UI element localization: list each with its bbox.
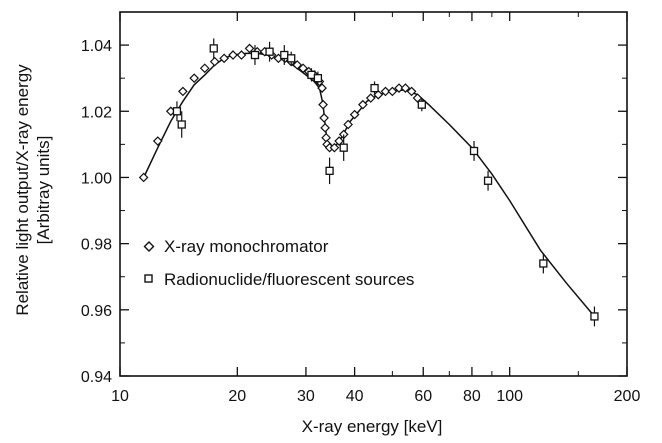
x-tick-label: 200 [614,388,641,405]
plot-frame-layer [119,11,628,377]
monochromator-point [380,86,391,97]
monochromator-point [358,99,368,110]
monochromator-point [349,109,360,120]
legend-square-marker [144,274,153,283]
x-tick-label: 10 [111,388,129,405]
monochromator-point [318,99,328,110]
x-tick-label: 20 [228,388,246,405]
radionuclide-point [339,143,348,152]
monochromator-point [387,86,398,97]
legend: X-ray monochromator Radionuclide/fluores… [143,237,414,289]
y-axis-label: Relative light output/X-ray energy [13,64,32,316]
x-tick-label: 60 [414,388,432,405]
x-tick-label: 100 [496,388,523,405]
radionuclide-point [209,44,218,53]
radionuclide-point [370,83,379,93]
radionuclide-point [325,166,334,175]
x-tick-label: 30 [297,388,315,405]
monochromator-point [244,43,255,54]
radionuclide-point [417,100,426,109]
y-tick-label: 1.02 [81,104,112,121]
legend-item-radionuclide: Radionuclide/fluorescent sources [144,270,414,289]
y-axis-units-label: [Arbitray units] [34,136,53,245]
monochromator-point [189,73,200,84]
x-tick-label: 40 [346,388,364,405]
radionuclide-point [172,107,182,116]
radionuclide-point [483,176,493,185]
monochromator-point [334,136,344,146]
radionuclide-point [177,120,186,129]
monochromator-point [292,60,303,70]
radionuclide-point [287,54,296,63]
axis-ticks-layer: 10 20 30 40 60 80 100 200 0.94 0.96 0.98 1.00 1.02 1.… [81,12,641,405]
plot-area-border [119,11,628,377]
radionuclide-point [469,146,479,156]
monochromator-point [236,50,247,60]
radionuclide-point [280,50,289,60]
monochromator-point [365,93,376,103]
radionuclide-point [265,47,274,56]
y-tick-label: 0.98 [81,237,112,254]
monochromator-point [394,83,404,93]
y-tick-label: 0.94 [81,369,112,386]
monochromator-point [219,53,229,64]
monochromator-point [319,113,329,123]
x-axis-label: X-ray energy [keV] [302,417,443,436]
monochromator-point [209,56,220,67]
legend-label-monochromator: X-ray monochromator [164,237,329,256]
monochromator-point [152,136,163,146]
y-tick-label: 1.00 [81,170,112,187]
monochromator-point [343,119,353,130]
monochromator-point [178,86,188,97]
y-tick-label: 1.04 [81,38,112,55]
monochromator-point [138,172,149,183]
data-points-layer [138,38,599,327]
monochromator-point [412,93,423,103]
monochromator-point [298,63,308,74]
radionuclide-point [313,74,323,83]
monochromator-point [199,63,210,74]
y-tick-label: 0.96 [81,303,112,320]
monochromator-point [400,83,411,93]
monochromator-point [406,86,417,97]
monochromator-point [317,83,327,93]
monochromator-point [320,122,330,133]
radionuclide-point [590,312,599,321]
monochromator-point [329,142,340,153]
monochromator-point [228,50,238,60]
legend-label-radionuclide: Radionuclide/fluorescent sources [164,270,414,289]
x-tick-label: 80 [463,388,481,405]
radionuclide-point [250,50,260,60]
radionuclide-point [539,259,548,268]
legend-item-monochromator: X-ray monochromator [143,237,329,256]
monochromator-point [373,89,384,100]
legend-diamond-marker [143,241,155,252]
